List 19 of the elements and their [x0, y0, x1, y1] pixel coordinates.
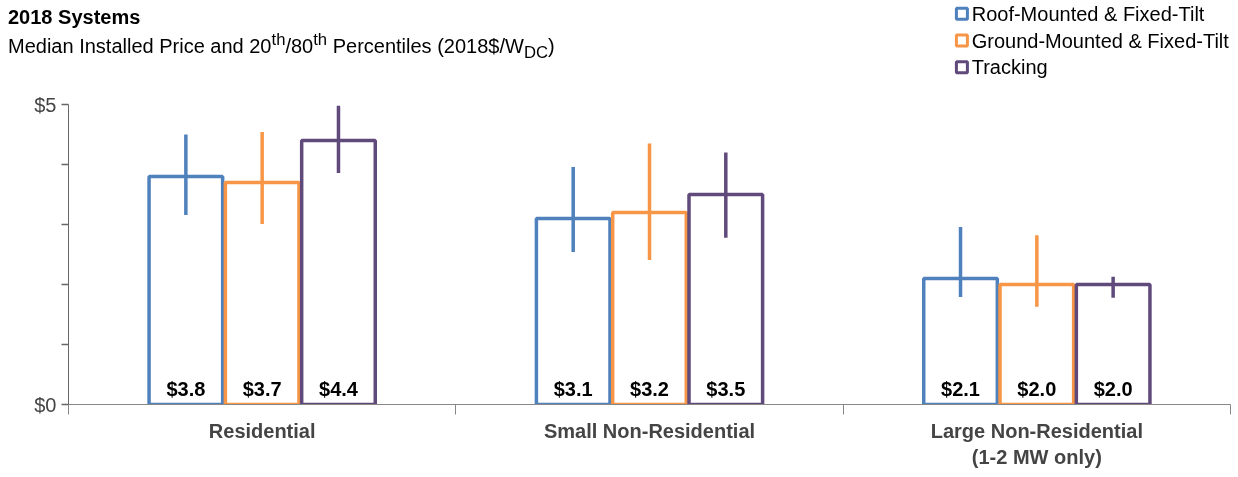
data-label: $4.4	[319, 377, 359, 400]
data-label: $2.0	[1093, 377, 1133, 400]
data-label: $3.1	[553, 377, 593, 400]
y-tick-label: $5	[34, 93, 57, 116]
chart-title: 2018 Systems	[8, 5, 142, 30]
data-label: $3.5	[706, 377, 746, 400]
chart-subtitle: Median Installed Price and 20$^{th}$/80$^{th}$ Percentiles (2018$/W$_{DC}$)	[8, 30, 555, 64]
x-tick-label: Small Non-Residential	[543, 419, 756, 442]
x-tick-label: Large Non-Residential (1-2 MW only)	[930, 419, 1143, 468]
data-label: $3.8	[166, 377, 206, 400]
y-tick-label: $0	[34, 393, 57, 416]
legend-label: Tracking	[971, 56, 1048, 79]
x-tick-label: Residential	[208, 419, 316, 442]
legend-label: Ground-Mounted & Fixed-Tilt	[971, 29, 1230, 52]
data-label: $2.0	[1017, 377, 1057, 400]
data-label: $3.2	[630, 377, 669, 400]
legend-label: Roof-Mounted & Fixed-Tilt	[971, 2, 1205, 25]
data-label: $3.7	[242, 377, 282, 400]
data-label: $2.1	[941, 377, 980, 400]
